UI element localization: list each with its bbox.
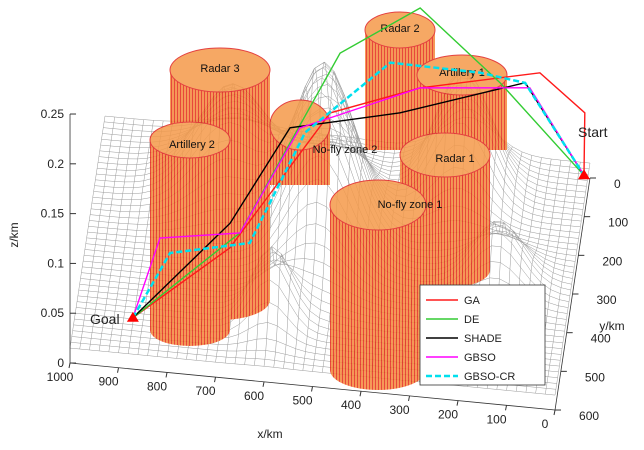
y-tick-label: 600	[579, 409, 599, 423]
z-axis-label: z/km	[7, 222, 21, 247]
x-tick-label: 700	[196, 384, 216, 398]
legend-label: GBSO-CR	[464, 371, 515, 383]
start-label: Start	[578, 124, 608, 140]
y-tick-label: 100	[608, 216, 628, 230]
y-axis-label: y/km	[599, 319, 624, 333]
legend-label: SHADE	[464, 333, 502, 345]
x-tick	[312, 387, 313, 392]
y-tick-label: 400	[591, 332, 611, 346]
z-tick-label: 0.1	[47, 256, 64, 270]
y-tick-label: 0	[614, 177, 621, 191]
x-tick	[360, 391, 361, 396]
annotation: Radar 3	[200, 63, 239, 75]
y-tick-label: 200	[602, 254, 622, 268]
z-tick-label: 0.25	[41, 107, 65, 121]
x-tick-label: 600	[244, 389, 264, 403]
legend: GA DE SHADE GBSO GBSO-CR	[420, 285, 545, 385]
x-tick	[166, 372, 167, 377]
x-tick-label: 400	[341, 398, 361, 412]
cylinder	[270, 100, 330, 185]
x-tick-label: 1000	[47, 370, 74, 384]
x-tick-label: 800	[147, 379, 167, 393]
annotation: Radar 2	[380, 23, 419, 35]
z-tick-label: 0	[57, 356, 64, 370]
annotation: No-fly zone 2	[313, 144, 378, 156]
legend-label: GA	[464, 295, 481, 307]
annotation: Artillery 2	[169, 139, 215, 151]
legend-label: GBSO	[464, 352, 496, 364]
x-tick	[118, 368, 119, 373]
cylinder	[330, 180, 426, 390]
x-tick	[457, 401, 458, 406]
x-tick-label: 100	[487, 412, 507, 426]
x-axis-label: x/km	[257, 427, 282, 441]
mesh-line	[555, 163, 590, 395]
z-tick-label: 0.15	[41, 207, 65, 221]
z-tick-label: 0.2	[47, 157, 64, 171]
x-tick-label: 500	[293, 394, 313, 408]
legend-label: DE	[464, 314, 479, 326]
x-tick-label: 300	[390, 403, 410, 417]
x-tick-label: 200	[438, 408, 458, 422]
x-tick	[69, 363, 70, 368]
annotation: Radar 1	[435, 153, 474, 165]
chart: Radar 3 Radar 2 Artillery 1 Artillery 2 …	[0, 0, 644, 445]
goal-label: Goal	[90, 311, 120, 327]
x-tick	[554, 410, 555, 415]
x-tick-label: 0	[542, 417, 549, 431]
z-tick-label: 0.05	[41, 306, 65, 320]
x-tick	[409, 396, 410, 401]
x-tick	[506, 405, 507, 410]
x-tick-label: 900	[99, 375, 119, 389]
annotation: No-fly zone 1	[378, 199, 443, 211]
x-tick	[215, 377, 216, 382]
y-tick-label: 300	[597, 293, 617, 307]
x-tick	[263, 382, 264, 387]
y-tick-label: 500	[585, 370, 605, 384]
